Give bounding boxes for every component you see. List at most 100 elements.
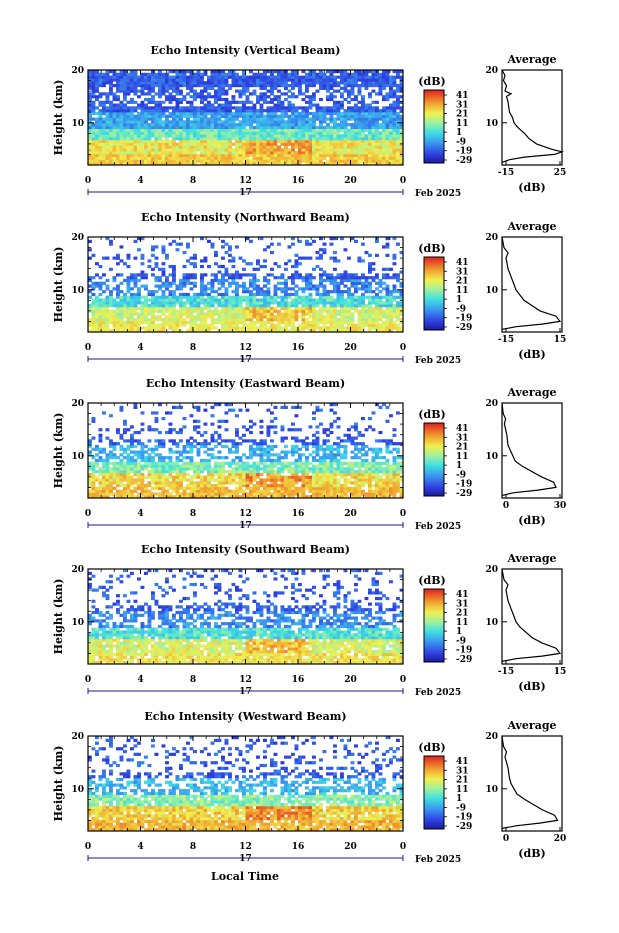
heatmap-cell	[162, 324, 166, 327]
heatmap-cell	[162, 106, 166, 109]
heatmap-cell	[291, 129, 295, 132]
heatmap-cell	[326, 484, 330, 487]
heatmap-cell	[204, 73, 208, 76]
heatmap-cell	[193, 293, 197, 296]
heatmap-cell	[211, 484, 215, 487]
heatmap-cell	[316, 321, 320, 324]
heatmap-cell	[134, 321, 138, 324]
heatmap-cell	[225, 84, 229, 87]
heatmap-cell	[358, 87, 362, 90]
heatmap-cell	[337, 484, 341, 487]
heatmap-cell	[270, 90, 274, 93]
heatmap-cell	[305, 326, 309, 329]
heatmap-cell	[379, 73, 383, 76]
heatmap-cell	[214, 296, 218, 299]
heatmap-cell	[235, 290, 239, 293]
heatmap-cell	[92, 307, 96, 310]
heatmap-cell	[372, 134, 376, 137]
heatmap-cell	[134, 134, 138, 137]
heatmap-cell	[284, 84, 288, 87]
heatmap-cell	[351, 157, 355, 160]
heatmap-cell	[228, 76, 232, 79]
heatmap-cell	[204, 81, 208, 84]
heatmap-cell	[218, 81, 222, 84]
heatmap-cell	[302, 290, 306, 293]
heatmap-cell	[305, 145, 309, 148]
heatmap-cell	[134, 76, 138, 79]
heatmap-cell	[330, 243, 334, 246]
heatmap-cell	[281, 109, 285, 112]
heatmap-cell	[298, 240, 302, 243]
heatmap-cell	[295, 84, 299, 87]
heatmap-cell	[372, 268, 376, 271]
heatmap-cell	[298, 134, 302, 137]
heatmap-cell	[277, 120, 281, 123]
heatmap-cell	[340, 154, 344, 157]
heatmap-cell	[365, 134, 369, 137]
heatmap-cell	[127, 276, 131, 279]
heatmap-cell	[372, 290, 376, 293]
heatmap-cell	[148, 73, 152, 76]
heatmap-cell	[179, 310, 183, 313]
heatmap-cell	[204, 112, 208, 115]
heatmap-cell	[386, 293, 390, 296]
heatmap-cell	[123, 112, 127, 115]
heatmap-cell	[309, 137, 313, 140]
heatmap-cell	[197, 159, 201, 162]
heatmap-cell	[137, 148, 141, 151]
heatmap-cell	[305, 296, 309, 299]
heatmap-cell	[134, 279, 138, 282]
heatmap-cell	[225, 92, 229, 95]
heatmap-cell	[190, 318, 194, 321]
heatmap-cell	[92, 254, 96, 257]
heatmap-cell	[221, 106, 225, 109]
heatmap-cell	[365, 104, 369, 107]
day-label: 17	[239, 188, 252, 198]
heatmap-cell	[130, 154, 134, 157]
heatmap-cell	[354, 492, 358, 495]
heatmap-cell	[309, 131, 313, 134]
heatmap-cell	[158, 304, 162, 307]
heatmap-cell	[386, 321, 390, 324]
heatmap-cell	[270, 151, 274, 154]
heatmap-cell	[347, 310, 351, 313]
heatmap-cell	[151, 481, 155, 484]
heatmap-cell	[323, 78, 327, 81]
heatmap-cell	[333, 123, 337, 126]
heatmap-cell	[218, 481, 222, 484]
heatmap-cell	[333, 140, 337, 143]
colorbar-tick-label: -29	[456, 323, 472, 333]
heatmap-cell	[274, 148, 278, 151]
heatmap-cell	[267, 492, 271, 495]
heatmap-cell	[288, 487, 292, 490]
heatmap-cell	[354, 95, 358, 98]
heatmap-cell	[358, 145, 362, 148]
heatmap-cell	[368, 126, 372, 129]
heatmap-cell	[172, 81, 176, 84]
heatmap-cell	[368, 326, 372, 329]
heatmap-cell	[141, 151, 145, 154]
heatmap-cell	[127, 312, 131, 315]
heatmap-cell	[109, 490, 113, 493]
heatmap-cell	[207, 134, 211, 137]
heatmap-cell	[375, 298, 379, 301]
heatmap-cell	[235, 145, 239, 148]
heatmap-cell	[337, 324, 341, 327]
heatmap-cell	[249, 293, 253, 296]
heatmap-cell	[253, 285, 257, 288]
heatmap-cell	[288, 73, 292, 76]
heatmap-cell	[319, 296, 323, 299]
heatmap-cell	[281, 151, 285, 154]
heatmap-cell	[200, 140, 204, 143]
heatmap-cell	[288, 245, 292, 248]
heatmap-cell	[120, 282, 124, 285]
heatmap-cell	[246, 315, 250, 318]
heatmap-cell	[197, 492, 201, 495]
heatmap-cell	[130, 76, 134, 79]
heatmap-cell	[116, 296, 120, 299]
heatmap-cell	[260, 112, 264, 115]
heatmap-cell	[379, 492, 383, 495]
heatmap-cell	[137, 118, 141, 121]
heatmap-cell	[235, 324, 239, 327]
heatmap-cell	[137, 129, 141, 132]
